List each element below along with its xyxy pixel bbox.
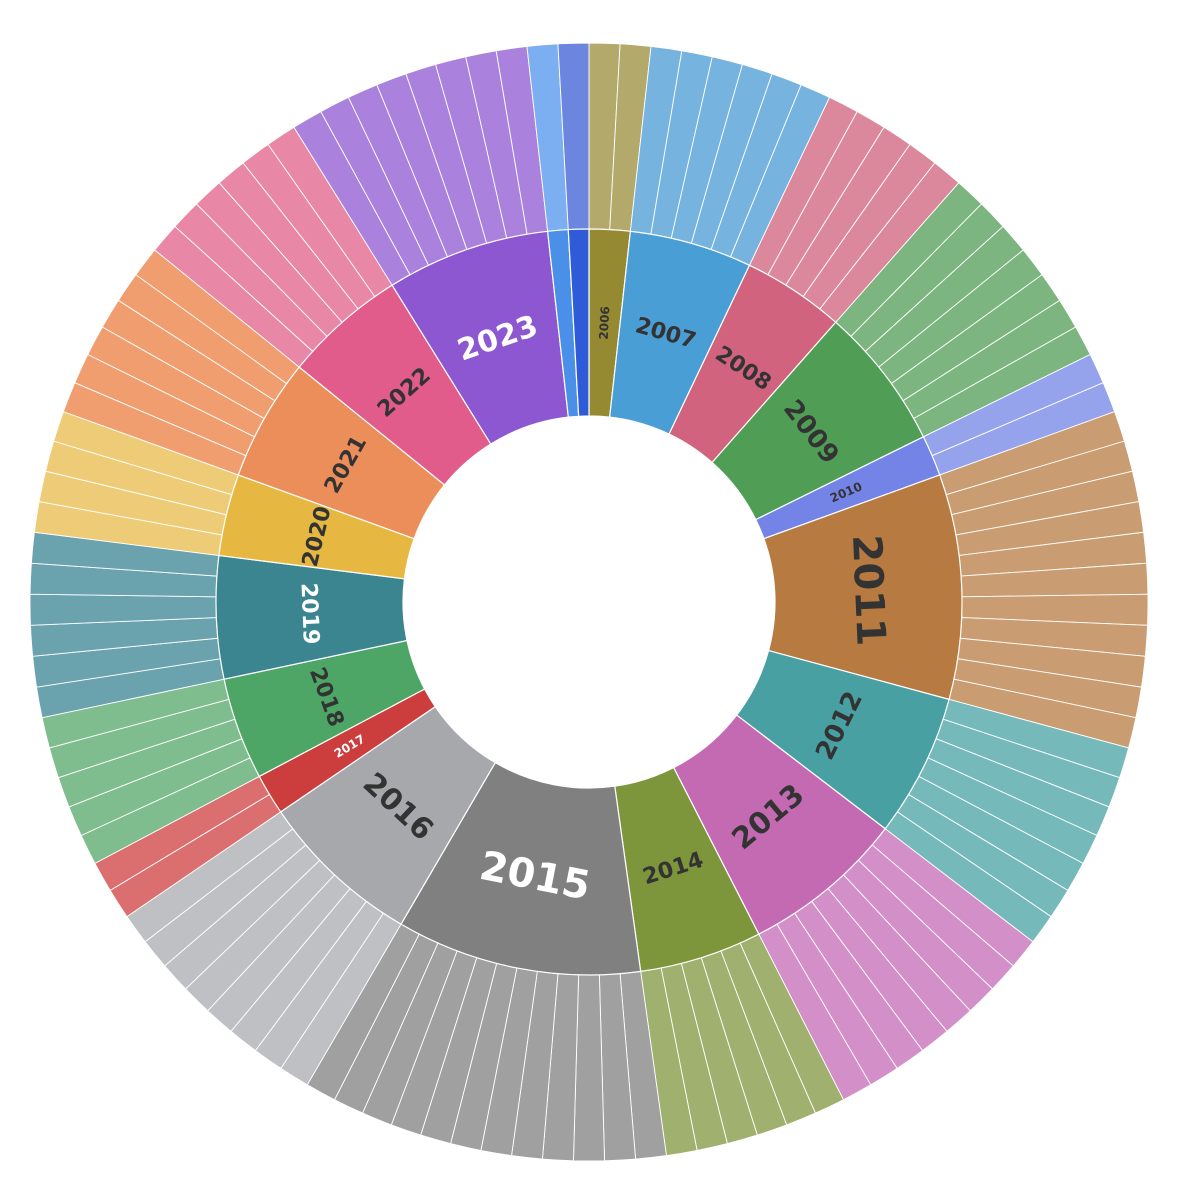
outer-ring xyxy=(29,42,1149,1162)
year-segment-2015[interactable] xyxy=(400,761,642,976)
year-segment-extra-19[interactable] xyxy=(567,228,590,417)
inner-ring xyxy=(215,228,963,976)
